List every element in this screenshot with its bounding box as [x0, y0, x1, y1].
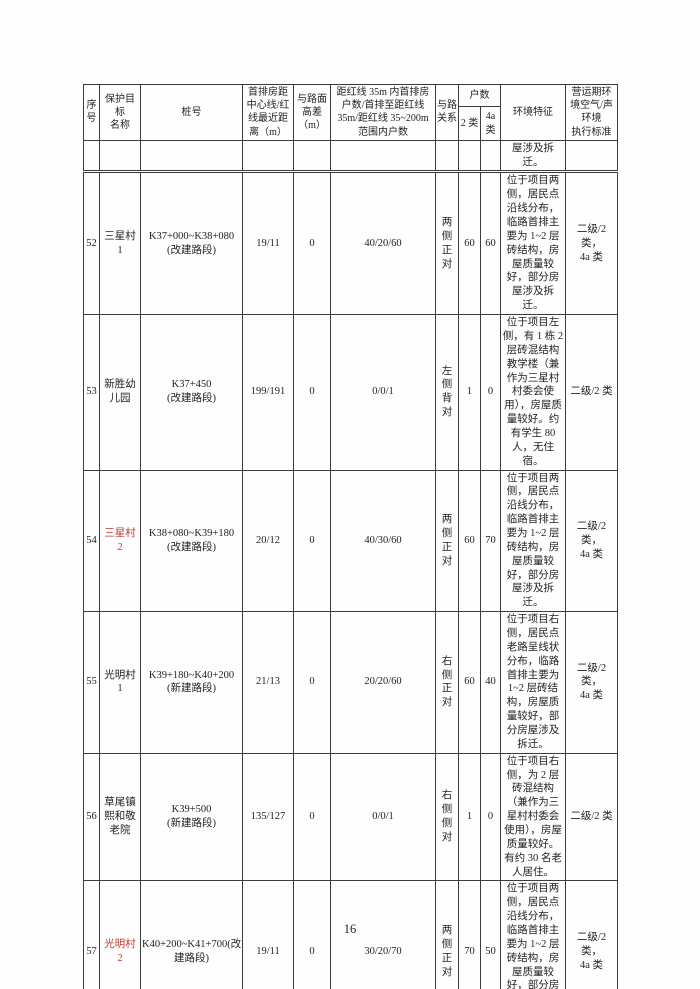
cell-distance: 21/13 — [242, 611, 294, 754]
cell-relation: 左侧 背对 — [435, 314, 459, 471]
cell-distance: 135/127 — [242, 752, 294, 882]
cell-standards: 二级/2 类， 4a 类 — [565, 611, 618, 754]
cell-class4a: 0 — [480, 314, 501, 471]
cell-counts: 40/30/60 — [330, 469, 436, 613]
cell-standards: 二级/2 类， 4a 类 — [565, 469, 618, 613]
cell-distance: 199/191 — [242, 314, 294, 471]
cell-height-diff: 0 — [293, 314, 331, 471]
header-env-features: 环境特征 — [500, 84, 566, 141]
header-road-height-diff: 与路面 高差 （m） — [293, 84, 331, 141]
page-number: 16 — [343, 922, 357, 936]
cell-class2: 1 — [458, 752, 481, 882]
cell-relation: 右侧 正对 — [435, 611, 459, 754]
cell-standards: 二级/2 类 — [565, 314, 618, 471]
cell-counts: 20/20/60 — [330, 611, 436, 754]
cell-standards: 二级/2 类， 4a 类 — [565, 171, 618, 316]
cell-class2: 60 — [458, 171, 481, 316]
header-class2: 2 类 — [458, 106, 481, 141]
protected-targets-table: 序 号 保护目 标 名称 桩号 首排房距 中心线/红 线最近距 离（m） 与路面… — [83, 83, 618, 989]
cell-seq: 52 — [83, 171, 100, 316]
table-row-52: 52 三星村 1 K37+000~K38+080 (改建路段) 19/11 0 … — [83, 171, 618, 316]
cell-relation: 右侧 侧对 — [435, 752, 459, 882]
cell-env-features: 位于项目左侧，有 1 栋 2 层砖混结构教学楼（兼作为三星村村委会使用），房屋质… — [500, 314, 566, 471]
header-class4a: 4a 类 — [480, 106, 501, 141]
cell-distance: 20/12 — [242, 469, 294, 613]
cell-stake: K39+180~K40+200 (新建路段) — [140, 611, 243, 754]
cell-stake: K40+200~K41+700(改 建路段) — [140, 880, 243, 989]
header-row-2: 2 类 4a 类 — [84, 106, 618, 141]
header-row-1: 序 号 保护目 标 名称 桩号 首排房距 中心线/红 线最近距 离（m） 与路面… — [83, 83, 618, 141]
cell-class4a: 40 — [480, 611, 501, 754]
header-standards: 营运期环 境空气/声 环境 执行标准 — [565, 84, 618, 141]
cell-class4a: 70 — [480, 469, 501, 613]
cell-class2: 60 — [458, 469, 481, 613]
cell-target-name: 新胜幼 儿园 — [99, 314, 141, 471]
cell-stake: K39+500 (新建路段) — [140, 752, 243, 882]
table-row-57: 57 光明村 2 K40+200~K41+700(改 建路段) 19/11 0 … — [83, 880, 618, 989]
cell-env-features: 位于项目两侧，居民点沿线分布，临路首排主要为 1~2 层砖结构，房屋质量较好，部… — [500, 171, 566, 316]
cell-stake: K38+080~K39+180 (改建路段) — [140, 469, 243, 613]
cell-standards: 二级/2 类 — [565, 752, 618, 882]
cell-relation: 两侧 正对 — [435, 880, 459, 989]
cell-class4a: 60 — [480, 171, 501, 316]
table-row-53: 53 新胜幼 儿园 K37+450 (改建路段) 199/191 0 0/0/1… — [83, 314, 618, 471]
header-road-relation: 与路 关系 — [435, 84, 459, 141]
cell-seq: 55 — [83, 611, 100, 754]
header-first-row-distance: 首排房距 中心线/红 线最近距 离（m） — [242, 84, 294, 141]
header-seq: 序 号 — [83, 84, 100, 141]
cell-class2: 60 — [458, 611, 481, 754]
cell-height-diff: 0 — [293, 752, 331, 882]
cell-standards — [565, 139, 618, 174]
cell-target-name: 草尾镇 熙和敬 老院 — [99, 752, 141, 882]
cell-seq — [83, 139, 100, 174]
cell-counts: 0/0/1 — [330, 752, 436, 882]
cell-target-name: 三星村 2 — [99, 469, 141, 613]
cell-env-features: 屋涉及拆迁。 — [500, 139, 566, 174]
cell-relation: 两侧 正对 — [435, 469, 459, 613]
header-stake: 桩号 — [140, 84, 243, 141]
cell-standards: 二级/2 类， 4a 类 — [565, 880, 618, 989]
cell-target-name: 光明村 2 — [99, 880, 141, 989]
header-household-counts: 距红线 35m 内首排房 户数/首排至距红线 35m/距红线 35~200m 范… — [330, 84, 436, 141]
cell-seq: 56 — [83, 752, 100, 882]
cell-counts: 0/0/1 — [330, 314, 436, 471]
cell-env-features: 位于项目右侧，为 2 层砖混结构（兼作为三星村村委会使用），房屋质量较好。有约 … — [500, 752, 566, 882]
cell-relation — [435, 139, 459, 174]
table-row-55: 55 光明村 1 K39+180~K40+200 (新建路段) 21/13 0 … — [83, 611, 618, 754]
cell-target-name: 光明村 1 — [99, 611, 141, 754]
cell-stake: K37+000~K38+080 (改建路段) — [140, 171, 243, 316]
cell-target-name — [99, 139, 141, 174]
cell-env-features: 位于项目两侧，居民点沿线分布，临路首排主要为 1~2 层砖结构，房屋质量较好，部… — [500, 469, 566, 613]
header-target-name: 保护目 标 名称 — [99, 84, 141, 141]
cell-env-features: 位于项目两侧，居民点沿线分布，临路首排主要为 1~2 层砖结构，房屋质量较好，部… — [500, 880, 566, 989]
cell-counts — [330, 139, 436, 174]
cell-height-diff: 0 — [293, 611, 331, 754]
cell-class2: 1 — [458, 314, 481, 471]
table-row-56: 56 草尾镇 熙和敬 老院 K39+500 (新建路段) 135/127 0 0… — [83, 752, 618, 882]
cell-target-name: 三星村 1 — [99, 171, 141, 316]
cell-stake: K37+450 (改建路段) — [140, 314, 243, 471]
header-households: 户数 — [458, 83, 501, 108]
cell-counts: 40/20/60 — [330, 171, 436, 316]
table-row-54: 54 三星村 2 K38+080~K39+180 (改建路段) 20/12 0 … — [83, 469, 618, 613]
cell-height-diff — [293, 139, 331, 174]
cell-distance: 19/11 — [242, 171, 294, 316]
cell-class4a — [480, 139, 501, 174]
cell-class4a: 0 — [480, 752, 501, 882]
cell-class2 — [458, 139, 481, 174]
cell-seq: 53 — [83, 314, 100, 471]
cell-distance — [242, 139, 294, 174]
cell-seq: 54 — [83, 469, 100, 613]
cell-stake — [140, 139, 243, 174]
cell-height-diff: 0 — [293, 469, 331, 613]
cell-env-features: 位于项目右侧，居民点老路呈线状分布，临路首排主要为 1~2 层砖结构，房屋质量较… — [500, 611, 566, 754]
cell-height-diff: 0 — [293, 171, 331, 316]
cell-relation: 两侧 正对 — [435, 171, 459, 316]
table-row-continuation: 屋涉及拆迁。 — [83, 139, 618, 174]
